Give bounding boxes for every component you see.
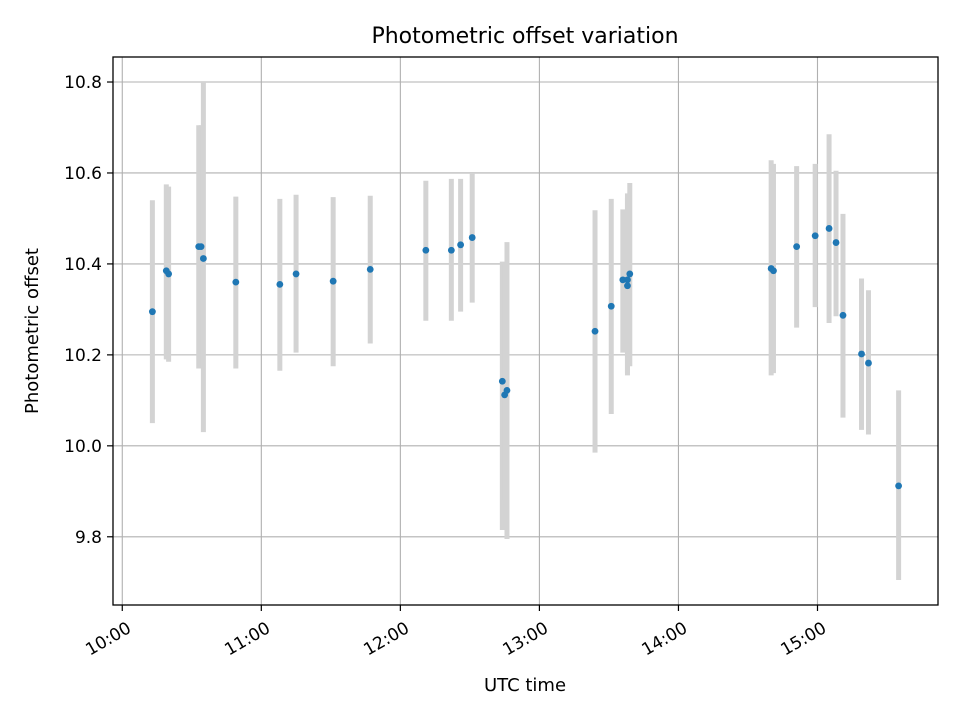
y-tick-label: 10.8 xyxy=(64,73,102,93)
y-axis: 9.8 10.0 10.2 10.4 10.6 10.8 xyxy=(64,73,113,548)
data-point xyxy=(468,234,476,241)
data-point xyxy=(366,265,374,273)
grid-lines xyxy=(113,57,938,605)
data-point xyxy=(498,377,506,385)
data-point xyxy=(292,270,300,278)
y-axis-label: Photometric offset xyxy=(22,248,43,414)
data-points xyxy=(148,225,903,490)
data-point xyxy=(825,225,833,232)
data-point xyxy=(624,276,631,284)
y-tick-label: 10.4 xyxy=(64,255,102,275)
y-tick-label: 10.0 xyxy=(64,437,102,457)
data-point xyxy=(895,482,903,490)
data-point xyxy=(793,243,801,251)
data-point xyxy=(858,350,865,358)
data-point xyxy=(329,277,337,285)
data-point xyxy=(626,270,634,278)
data-point xyxy=(832,239,840,246)
data-point xyxy=(839,311,847,319)
y-tick-label: 10.2 xyxy=(64,346,102,366)
data-point xyxy=(197,243,205,251)
data-point xyxy=(148,308,156,316)
plot-frame xyxy=(112,56,939,606)
data-point xyxy=(811,232,819,240)
data-point xyxy=(865,359,872,367)
data-point xyxy=(199,255,207,262)
y-tick-label: 9.8 xyxy=(75,528,102,548)
data-point xyxy=(624,282,631,290)
data-point xyxy=(276,280,284,288)
data-point xyxy=(607,302,615,310)
data-point xyxy=(770,267,777,275)
data-point xyxy=(447,246,455,254)
data-point xyxy=(422,246,430,254)
chart-title: Photometric offset variation xyxy=(371,24,678,49)
data-point xyxy=(591,327,599,335)
data-point xyxy=(457,241,465,249)
data-point xyxy=(165,270,173,278)
x-axis-label: UTC time xyxy=(484,675,566,696)
data-point xyxy=(503,386,511,394)
y-tick-label: 10.6 xyxy=(64,164,102,184)
data-point xyxy=(232,278,240,286)
